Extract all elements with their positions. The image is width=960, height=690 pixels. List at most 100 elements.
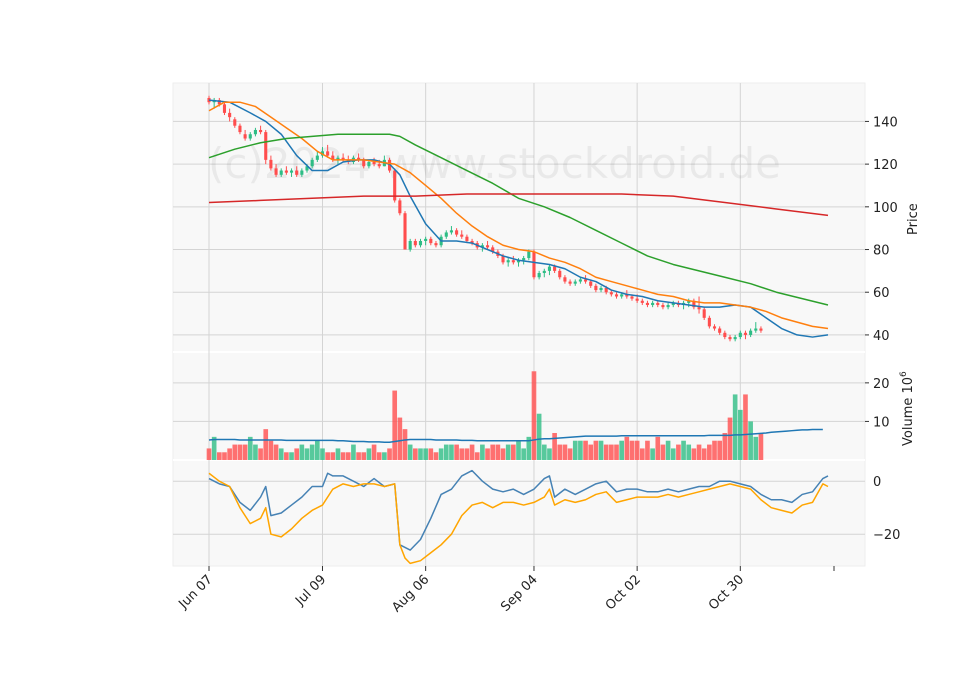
candle-body <box>233 119 237 126</box>
volume-bar <box>511 444 516 460</box>
watermark-text: (c)2024 www.stockdroid.de <box>208 139 781 188</box>
price-tick-label: 40 <box>873 329 890 344</box>
candle-body <box>444 232 448 237</box>
volume-bar <box>335 448 341 460</box>
candle-body <box>460 234 464 237</box>
candle-body <box>470 240 474 244</box>
volume-bar <box>707 444 712 460</box>
candle-body <box>326 151 330 156</box>
volume-bar <box>407 444 413 460</box>
volume-bar <box>712 440 717 460</box>
oscillator-fast-line <box>208 469 829 551</box>
volume-bar <box>629 440 635 460</box>
volume-bar <box>717 440 722 460</box>
candle-body <box>398 200 402 214</box>
volume-bar <box>495 444 501 460</box>
candle-body <box>749 330 753 335</box>
candle-body <box>279 170 283 175</box>
volume-bar <box>727 417 733 460</box>
volume-bar <box>273 444 279 460</box>
candle-body <box>248 134 252 139</box>
candle-body <box>222 104 227 113</box>
candle-body <box>728 337 732 340</box>
volume-bar <box>614 444 619 460</box>
candle-body <box>630 296 634 299</box>
volume-bar <box>732 394 738 460</box>
candle-body <box>692 300 696 308</box>
candle-body <box>599 287 603 291</box>
volume-bar <box>325 452 330 460</box>
volume-bar <box>268 440 274 460</box>
ma-medium-line <box>208 101 829 330</box>
candle-body <box>568 281 572 284</box>
volume-bar <box>294 448 300 460</box>
candle-body <box>697 307 701 310</box>
candle-body <box>377 164 381 167</box>
volume-bar <box>418 448 423 460</box>
volume-bar <box>562 444 568 460</box>
volume-bar <box>304 448 310 460</box>
volume-bar <box>459 448 465 460</box>
volume-bar <box>557 444 563 460</box>
volume-bar <box>485 448 490 460</box>
candle-body <box>336 157 340 160</box>
candle-body <box>207 97 211 103</box>
volume-tick-label: 10 <box>873 415 890 430</box>
volume-bar <box>356 452 361 460</box>
volume-bar <box>237 444 243 460</box>
volume-bar <box>469 444 475 460</box>
candle-body <box>217 100 221 105</box>
chart-panels <box>172 82 866 567</box>
candle-body <box>289 170 294 173</box>
candle-body <box>532 251 536 278</box>
candle-body <box>367 161 371 167</box>
volume-bar <box>578 440 583 460</box>
candle-body <box>455 230 459 235</box>
candle-body <box>687 300 691 303</box>
volume-bar <box>242 444 248 460</box>
volume-bar <box>206 448 212 460</box>
volume-bar <box>289 452 294 460</box>
volume-bar <box>449 444 454 460</box>
candle-body <box>449 230 453 233</box>
volume-bar <box>480 444 485 460</box>
candle-body <box>656 302 660 306</box>
candle-body <box>408 240 412 250</box>
candle-body <box>295 170 299 175</box>
volume-bar <box>423 448 428 460</box>
volume-bar <box>583 440 588 460</box>
candle-body <box>393 170 397 201</box>
candle-body <box>666 305 670 308</box>
price-tick-label: 100 <box>873 201 898 216</box>
candle-body <box>506 260 510 263</box>
price-tick-label: 140 <box>873 115 898 130</box>
volume-bar <box>330 452 336 460</box>
candle-body <box>362 159 366 167</box>
candle-body <box>558 270 562 278</box>
volume-bar <box>624 436 630 460</box>
volume-axis-label: Volume 106 <box>899 371 916 446</box>
volume-bar <box>258 448 263 460</box>
volume-bar <box>567 448 573 460</box>
volume-bar <box>670 448 676 460</box>
price-tick-label: 120 <box>873 158 898 173</box>
candle-body <box>253 129 257 135</box>
volume-bar <box>722 433 728 460</box>
candle-body <box>712 326 717 329</box>
candle-body <box>480 245 484 248</box>
candle-body <box>511 260 515 263</box>
volume-bar <box>536 413 542 460</box>
volume-bar <box>619 440 624 460</box>
volume-bar <box>216 452 222 460</box>
volume-bar <box>309 444 315 460</box>
volume-bar <box>593 440 599 460</box>
volume-bar <box>278 448 284 460</box>
volume-bar <box>645 440 650 460</box>
candle-body <box>486 245 490 248</box>
candle-body <box>645 302 650 306</box>
volume-bar <box>552 433 557 460</box>
candle-body <box>759 328 763 331</box>
candle-body <box>563 277 567 282</box>
candle-body <box>274 168 278 175</box>
price-axis-label: Price <box>906 203 921 235</box>
